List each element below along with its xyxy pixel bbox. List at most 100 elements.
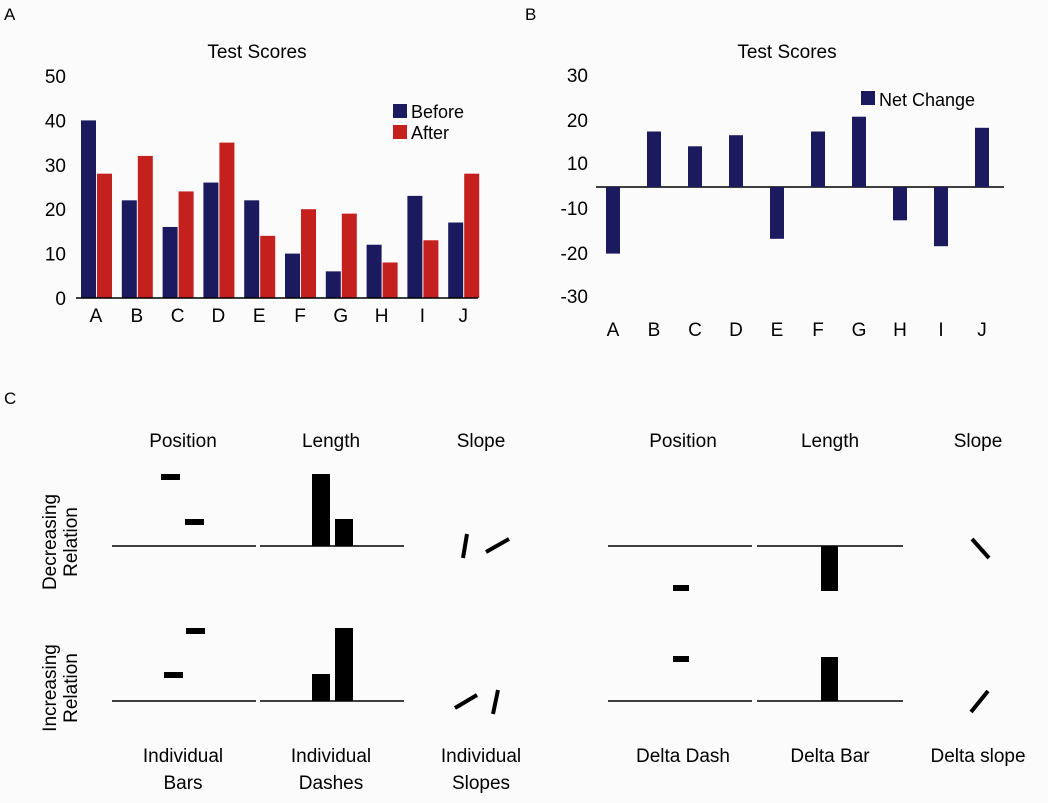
column-header-length: Length	[302, 431, 360, 452]
row-label-line: Increasing	[40, 644, 61, 732]
bar-after-c	[178, 191, 194, 298]
row-label-line: Relation	[61, 507, 82, 577]
bar-after-a	[97, 173, 112, 298]
chart-b-xtick-label: F	[812, 320, 824, 341]
chart-a-ytick-label: 20	[45, 200, 66, 221]
decreasing-delta-slope	[970, 537, 991, 560]
bar-after-b	[137, 155, 153, 298]
caption-line: Individual	[441, 746, 521, 767]
column-header-position: Position	[649, 431, 717, 452]
chart-b-xtick-label: B	[648, 320, 661, 341]
caption-line: Slopes	[452, 773, 510, 794]
bar-after-d	[219, 142, 235, 298]
decreasing-individual-slopes	[461, 533, 510, 559]
delta-dash	[673, 656, 689, 662]
row-label-line: Relation	[61, 653, 82, 723]
chart-b-xtick-label: C	[688, 320, 702, 341]
chart-b-xtick-label: A	[607, 320, 620, 341]
chart-a-ytick-label: 30	[45, 156, 66, 177]
chart-a-xtick-label: A	[90, 306, 103, 327]
column-header-slope: Slope	[457, 431, 506, 452]
legend-swatch-net-change	[861, 91, 875, 105]
decreasing-delta-dash	[608, 545, 752, 591]
bar-net-change-i	[934, 187, 948, 247]
chart-b-xtick-label: H	[893, 320, 907, 341]
increasing-individual-bars	[112, 628, 256, 702]
panel-label-b: B	[525, 5, 536, 24]
bar-before-b	[121, 200, 137, 298]
bar-net-change-h	[893, 187, 907, 221]
chart-a-ytick-label: 50	[45, 67, 66, 88]
chart-b-ytick-label: 30	[567, 66, 588, 87]
caption-line: Delta Dash	[636, 746, 730, 767]
delta-slope-mark	[969, 689, 990, 714]
dash-before	[161, 474, 180, 480]
increasing-delta-slope	[969, 689, 990, 714]
bar-before-d	[203, 182, 219, 298]
column-header-position: Position	[149, 431, 217, 452]
bar-before-a	[81, 120, 96, 299]
legend-label-before: Before	[411, 102, 464, 122]
chart-b-ytick-label: 10	[567, 154, 588, 175]
slope-mark-before	[461, 533, 469, 559]
decreasing-delta-bar	[757, 545, 903, 591]
chart-a-xtick-label: E	[253, 306, 266, 327]
bar-before-j	[448, 222, 464, 298]
decreasing-individual-dashes	[260, 474, 404, 547]
bar-net-change-b	[647, 131, 661, 187]
chart-a-title: Test Scores	[207, 42, 306, 63]
column-header-slope: Slope	[954, 431, 1003, 452]
row-label-line: Decreasing	[40, 494, 61, 590]
row-label: Decreasing Relation	[40, 494, 82, 590]
bar-before	[312, 674, 330, 701]
chart-a-xtick-label: B	[130, 306, 143, 327]
delta-bar	[821, 657, 838, 701]
chart-a-ytick-label: 10	[45, 245, 66, 266]
chart-b-legend: Net Change	[861, 90, 975, 110]
chart-b-ytick-label: -20	[561, 244, 588, 265]
bar-net-change-c	[688, 146, 702, 187]
caption-line: Bars	[163, 773, 202, 794]
chart-b-ytick-label: 20	[567, 111, 588, 132]
caption-line: Delta slope	[930, 746, 1025, 767]
chart-b-xtick-label: D	[729, 320, 743, 341]
caption-line: Individual	[143, 746, 223, 767]
chart-a-ytick-label: 40	[45, 111, 66, 132]
increasing-delta-dash	[608, 656, 752, 702]
chart-b-xtick-label: E	[771, 320, 784, 341]
bar-after-j	[464, 173, 480, 298]
caption-line: Delta Bar	[790, 746, 870, 767]
chart-a-xtick-label: F	[294, 306, 306, 327]
increasing-individual-dashes	[260, 628, 404, 702]
chart-a-xtick-label: J	[458, 306, 468, 327]
panel-label-c: C	[4, 389, 16, 408]
bar-before-c	[162, 226, 178, 298]
chart-b: Test Scores 30 20 10 -10 -20 -30 A B C D E F G H I J N…	[561, 42, 1004, 341]
slope-mark-after	[491, 689, 500, 715]
slope-mark-before	[453, 693, 479, 710]
chart-b-title: Test Scores	[737, 42, 836, 63]
dash-before	[164, 672, 183, 678]
chart-b-ytick-label: -10	[561, 199, 588, 220]
bar-net-change-d	[729, 135, 743, 187]
chart-a-xtick-label: I	[420, 306, 425, 327]
panel-label-a: A	[4, 5, 16, 24]
bar-before-g	[325, 271, 341, 298]
bar-before-f	[285, 253, 300, 298]
bar-after-h	[382, 262, 398, 298]
chart-a-xtick-label: G	[333, 306, 348, 327]
delta-slope-mark	[970, 537, 991, 560]
bar-before-e	[244, 200, 260, 298]
chart-b-ytick-label: -30	[561, 287, 588, 308]
bar-after-e	[260, 235, 276, 298]
delta-bar	[821, 546, 838, 591]
panel-c: Position Length Slope Position Length Slope D…	[40, 431, 1026, 794]
chart-a-xtick-label: H	[375, 306, 389, 327]
bar-net-change-f	[811, 131, 825, 187]
bar-net-change-j	[975, 127, 989, 187]
dash-after	[185, 519, 204, 525]
legend-swatch-before	[393, 104, 407, 118]
bar-after-g	[341, 213, 357, 298]
chart-a-ytick-label: 0	[55, 289, 66, 310]
